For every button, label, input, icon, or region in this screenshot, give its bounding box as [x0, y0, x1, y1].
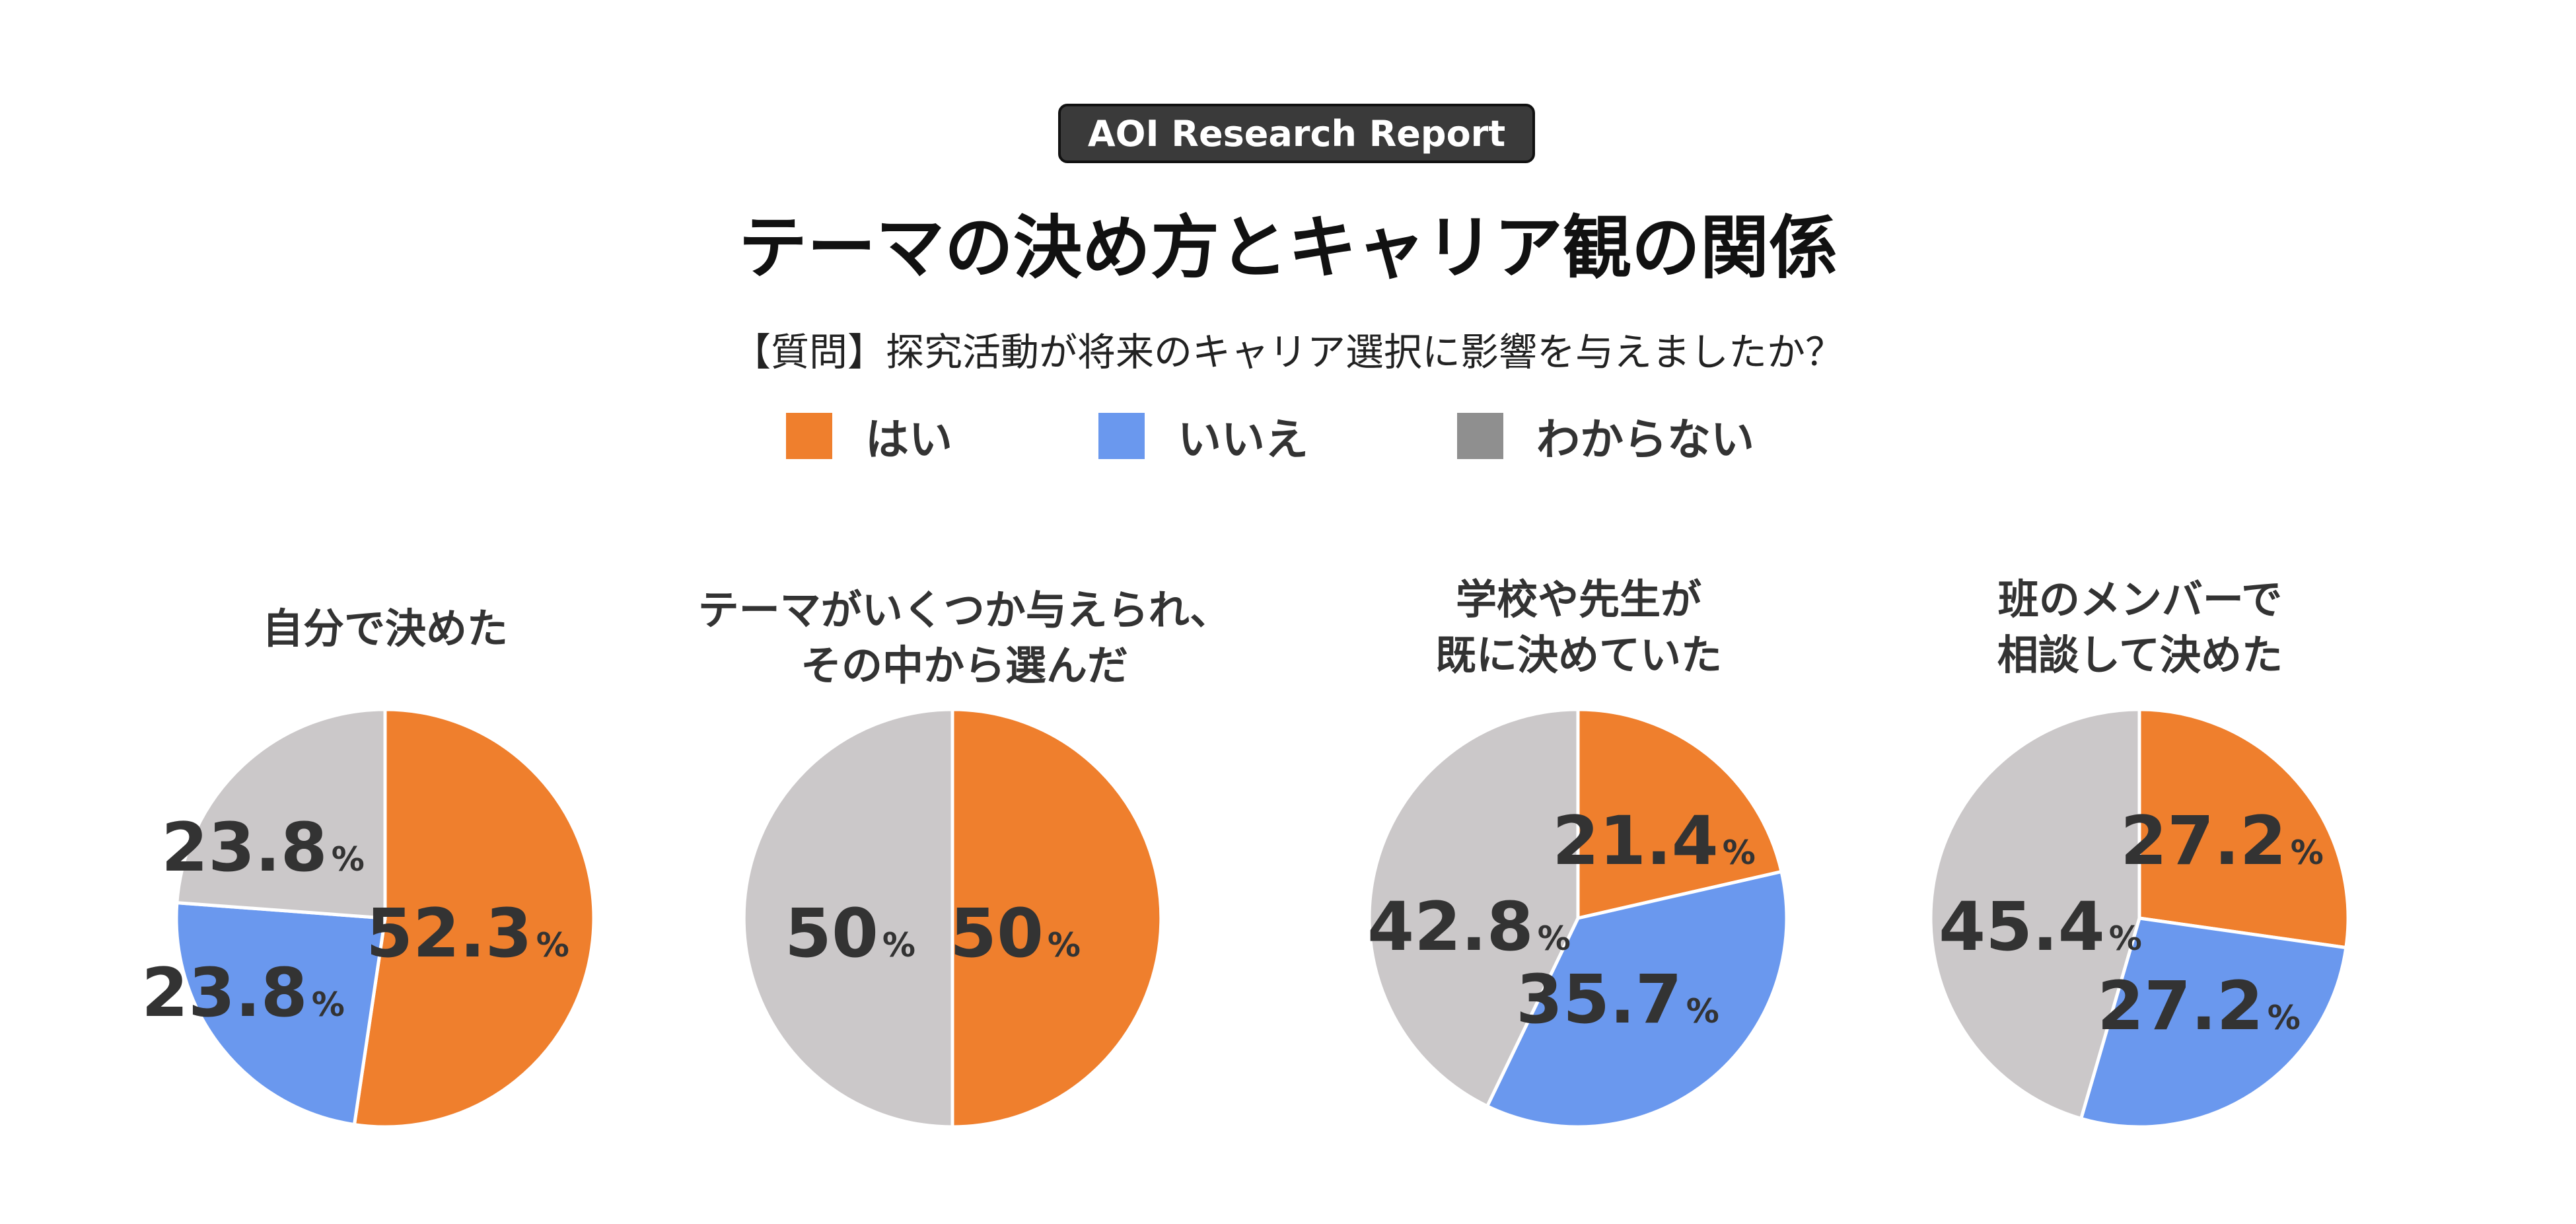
pie-4-label-unknown: 45.4%	[1939, 888, 2142, 966]
pie-3-label-no: 35.7%	[1516, 960, 1719, 1039]
pie-1-label-yes: 52.3%	[366, 894, 569, 973]
pie-1-slice-no	[174, 900, 387, 1127]
pie-3-slice-no	[1485, 869, 1789, 1129]
pie-4-slice-unknown	[1929, 707, 2141, 1121]
pie-title-2-line-2: その中から選んだ	[800, 641, 1128, 690]
pie-3-label-yes: 21.4%	[1552, 802, 1756, 881]
legend-label-no: いいえ	[1178, 414, 1308, 465]
pie-1-label-no: 23.8%	[141, 954, 345, 1032]
pie-4-label-no: 27.2%	[2097, 967, 2301, 1046]
pie-title-1-line-1: 自分で決めた	[262, 604, 508, 653]
pie-2-label-unknown: 50%	[785, 894, 915, 973]
pie-title-4-line-1: 班のメンバーで	[1997, 575, 2283, 624]
pie-title-2: テーマがいくつか与えられ、 その中から選んだ	[654, 583, 1275, 694]
pie-4-slice-yes	[2137, 707, 2350, 950]
question-text: 【質問】探究活動が将来のキャリア選択に影響を与えましたか？	[732, 330, 1843, 375]
pie-title-2-line-1: テーマがいくつか与えられ、	[698, 586, 1231, 634]
legend-item-no: いいえ	[1098, 411, 1308, 465]
pie-title-3-line-2: 既に決めていた	[1435, 631, 1722, 679]
report-badge: AOI Research Report	[1058, 104, 1535, 163]
pie-2-label-yes: 50%	[950, 894, 1081, 973]
pie-1-slice-unknown	[175, 707, 387, 920]
legend-label-unknown: わからない	[1536, 414, 1754, 465]
pie-title-4-line-2: 相談して決めた	[1997, 631, 2283, 679]
pie-4-slice-no	[2079, 916, 2348, 1129]
pie-1-label-unknown: 23.8%	[161, 809, 365, 887]
pie-3-slice-yes	[1576, 707, 1784, 921]
pie-title-4: 班のメンバーで 相談して決めた	[1935, 572, 2345, 683]
pie-title-3-line-1: 学校や先生が	[1455, 575, 1701, 624]
pie-1-slice-yes	[352, 707, 596, 1129]
chart-title: テーマの決め方とキャリア観の関係	[738, 207, 1838, 288]
pie-3-label-unknown: 42.8%	[1367, 888, 1571, 966]
legend-swatch-unknown	[1457, 413, 1503, 459]
pie-2-slice-yes	[950, 707, 1163, 1129]
legend-swatch-no	[1098, 413, 1145, 459]
pie-title-1: 自分で決めた	[187, 601, 583, 657]
pie-4-label-yes: 27.2%	[2120, 802, 2324, 881]
legend-label-yes: はい	[865, 414, 952, 465]
pie-3-slice-unknown	[1367, 707, 1580, 1108]
pie-title-3: 学校や先生が 既に決めていた	[1374, 572, 1783, 683]
legend-swatch-yes	[786, 413, 832, 459]
pie-2-slice-unknown	[742, 707, 954, 1129]
legend-item-unknown: わからない	[1457, 411, 1754, 465]
legend-item-yes: はい	[786, 411, 952, 465]
